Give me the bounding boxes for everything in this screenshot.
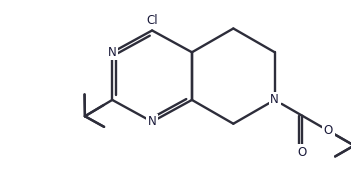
- Text: O: O: [323, 124, 333, 137]
- Text: O: O: [298, 146, 307, 159]
- Text: N: N: [108, 46, 117, 59]
- Text: N: N: [148, 115, 157, 128]
- Text: Cl: Cl: [146, 14, 158, 27]
- Text: N: N: [270, 93, 279, 106]
